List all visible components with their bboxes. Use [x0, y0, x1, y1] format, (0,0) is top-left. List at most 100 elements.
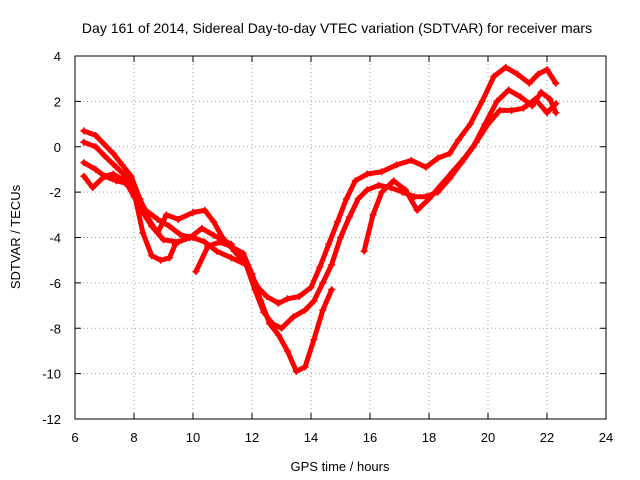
data-point — [342, 195, 350, 203]
y-tick-label: -6 — [49, 276, 61, 291]
data-point — [92, 165, 100, 173]
data-point — [101, 172, 108, 180]
data-point — [437, 181, 445, 189]
data-point — [210, 231, 218, 239]
data-point — [112, 163, 120, 171]
data-point — [455, 136, 462, 144]
data-point — [80, 138, 88, 146]
data-point — [360, 247, 368, 255]
x-tick-label: 8 — [130, 430, 137, 445]
data-point — [543, 66, 551, 74]
data-point — [201, 238, 209, 246]
x-tick-label: 18 — [422, 430, 436, 445]
data-point — [525, 79, 533, 87]
data-point — [201, 206, 209, 214]
data-point — [275, 299, 283, 307]
data-point — [213, 247, 221, 255]
data-point — [101, 140, 108, 148]
data-point — [133, 193, 141, 201]
data-point — [142, 206, 150, 214]
data-point — [275, 331, 283, 339]
data-point — [407, 156, 415, 164]
x-tick-label: 14 — [304, 430, 318, 445]
y-tick-label: -8 — [49, 321, 61, 336]
data-point — [552, 100, 560, 108]
data-point — [363, 186, 371, 194]
data-point — [422, 163, 430, 171]
data-point — [401, 186, 409, 194]
data-point — [472, 138, 480, 146]
data-point — [198, 224, 206, 232]
data-point — [219, 234, 226, 241]
data-point — [434, 154, 442, 162]
data-point — [390, 177, 398, 185]
data-point — [109, 170, 117, 178]
data-point — [502, 63, 510, 71]
data-point — [516, 93, 524, 101]
x-tick-label: 24 — [599, 430, 613, 445]
data-point — [89, 184, 97, 192]
data-point — [162, 211, 170, 219]
chart-title: Day 161 of 2014, Sidereal Day-to-day VTE… — [82, 20, 592, 36]
data-point — [310, 336, 318, 344]
data-point — [446, 150, 454, 158]
data-point — [239, 249, 247, 257]
data-point — [345, 213, 353, 221]
data-point — [328, 286, 336, 294]
y-tick-label: -2 — [49, 185, 61, 200]
data-point — [80, 172, 88, 180]
data-point — [319, 279, 327, 287]
data-point — [189, 209, 197, 217]
y-axis-label: SDTVAR / TECUs — [8, 184, 23, 289]
data-point — [466, 120, 474, 128]
data-point — [295, 292, 303, 300]
data-point — [393, 161, 401, 169]
data-point — [278, 324, 285, 332]
x-tick-label: 10 — [186, 430, 200, 445]
y-tick-label: 2 — [54, 94, 61, 109]
data-point — [316, 263, 324, 271]
data-point — [505, 86, 513, 94]
series-line — [361, 96, 559, 254]
x-tick-label: 20 — [481, 430, 495, 445]
data-point — [92, 143, 100, 151]
data-point — [378, 168, 386, 176]
data-point — [413, 206, 421, 214]
data-point — [425, 195, 433, 203]
data-point — [154, 229, 162, 237]
data-point — [301, 363, 309, 371]
data-point — [519, 104, 527, 112]
data-point — [80, 127, 88, 135]
data-point — [165, 254, 173, 262]
data-point — [139, 229, 147, 237]
data-point — [375, 181, 383, 189]
x-tick-label: 22 — [540, 430, 554, 445]
data-point — [157, 256, 165, 264]
data-point — [174, 238, 182, 246]
data-point — [334, 218, 342, 226]
data-point — [248, 270, 256, 278]
data-point — [210, 218, 218, 226]
data-point — [514, 70, 521, 78]
data-point — [552, 109, 560, 117]
data-point — [490, 72, 498, 80]
data-point — [325, 240, 333, 248]
data-point — [363, 170, 371, 178]
data-point — [216, 238, 224, 246]
data-point — [283, 295, 291, 303]
data-series — [80, 63, 560, 375]
data-point — [101, 152, 108, 160]
series-track-3 — [80, 63, 560, 307]
data-point — [266, 320, 274, 328]
data-point — [227, 243, 235, 251]
data-point — [378, 188, 386, 196]
data-point — [177, 231, 185, 239]
data-point — [369, 211, 377, 219]
data-point — [534, 70, 542, 78]
data-point — [160, 236, 167, 244]
data-point — [257, 297, 265, 305]
x-tick-label: 6 — [71, 430, 78, 445]
data-point — [508, 106, 516, 114]
y-tick-label: -10 — [42, 367, 61, 382]
